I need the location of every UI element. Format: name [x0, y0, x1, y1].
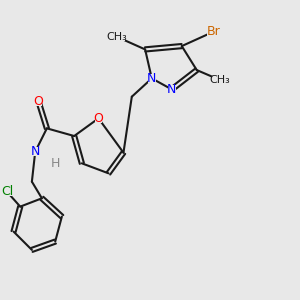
Text: O: O — [94, 112, 103, 125]
FancyBboxPatch shape — [95, 114, 102, 123]
FancyBboxPatch shape — [207, 27, 220, 36]
Text: CH₃: CH₃ — [210, 75, 230, 85]
FancyBboxPatch shape — [35, 98, 42, 106]
Text: Cl: Cl — [1, 185, 13, 198]
Text: CH₃: CH₃ — [106, 32, 127, 42]
Text: N: N — [31, 145, 40, 158]
FancyBboxPatch shape — [212, 76, 228, 85]
FancyBboxPatch shape — [109, 32, 124, 41]
Text: Br: Br — [206, 25, 220, 38]
Text: H: H — [50, 157, 60, 170]
Text: O: O — [34, 95, 44, 108]
FancyBboxPatch shape — [52, 159, 59, 167]
FancyBboxPatch shape — [2, 188, 12, 196]
Text: N: N — [167, 83, 176, 96]
FancyBboxPatch shape — [168, 85, 176, 94]
Text: N: N — [147, 72, 157, 85]
FancyBboxPatch shape — [148, 74, 156, 83]
FancyBboxPatch shape — [32, 148, 38, 156]
